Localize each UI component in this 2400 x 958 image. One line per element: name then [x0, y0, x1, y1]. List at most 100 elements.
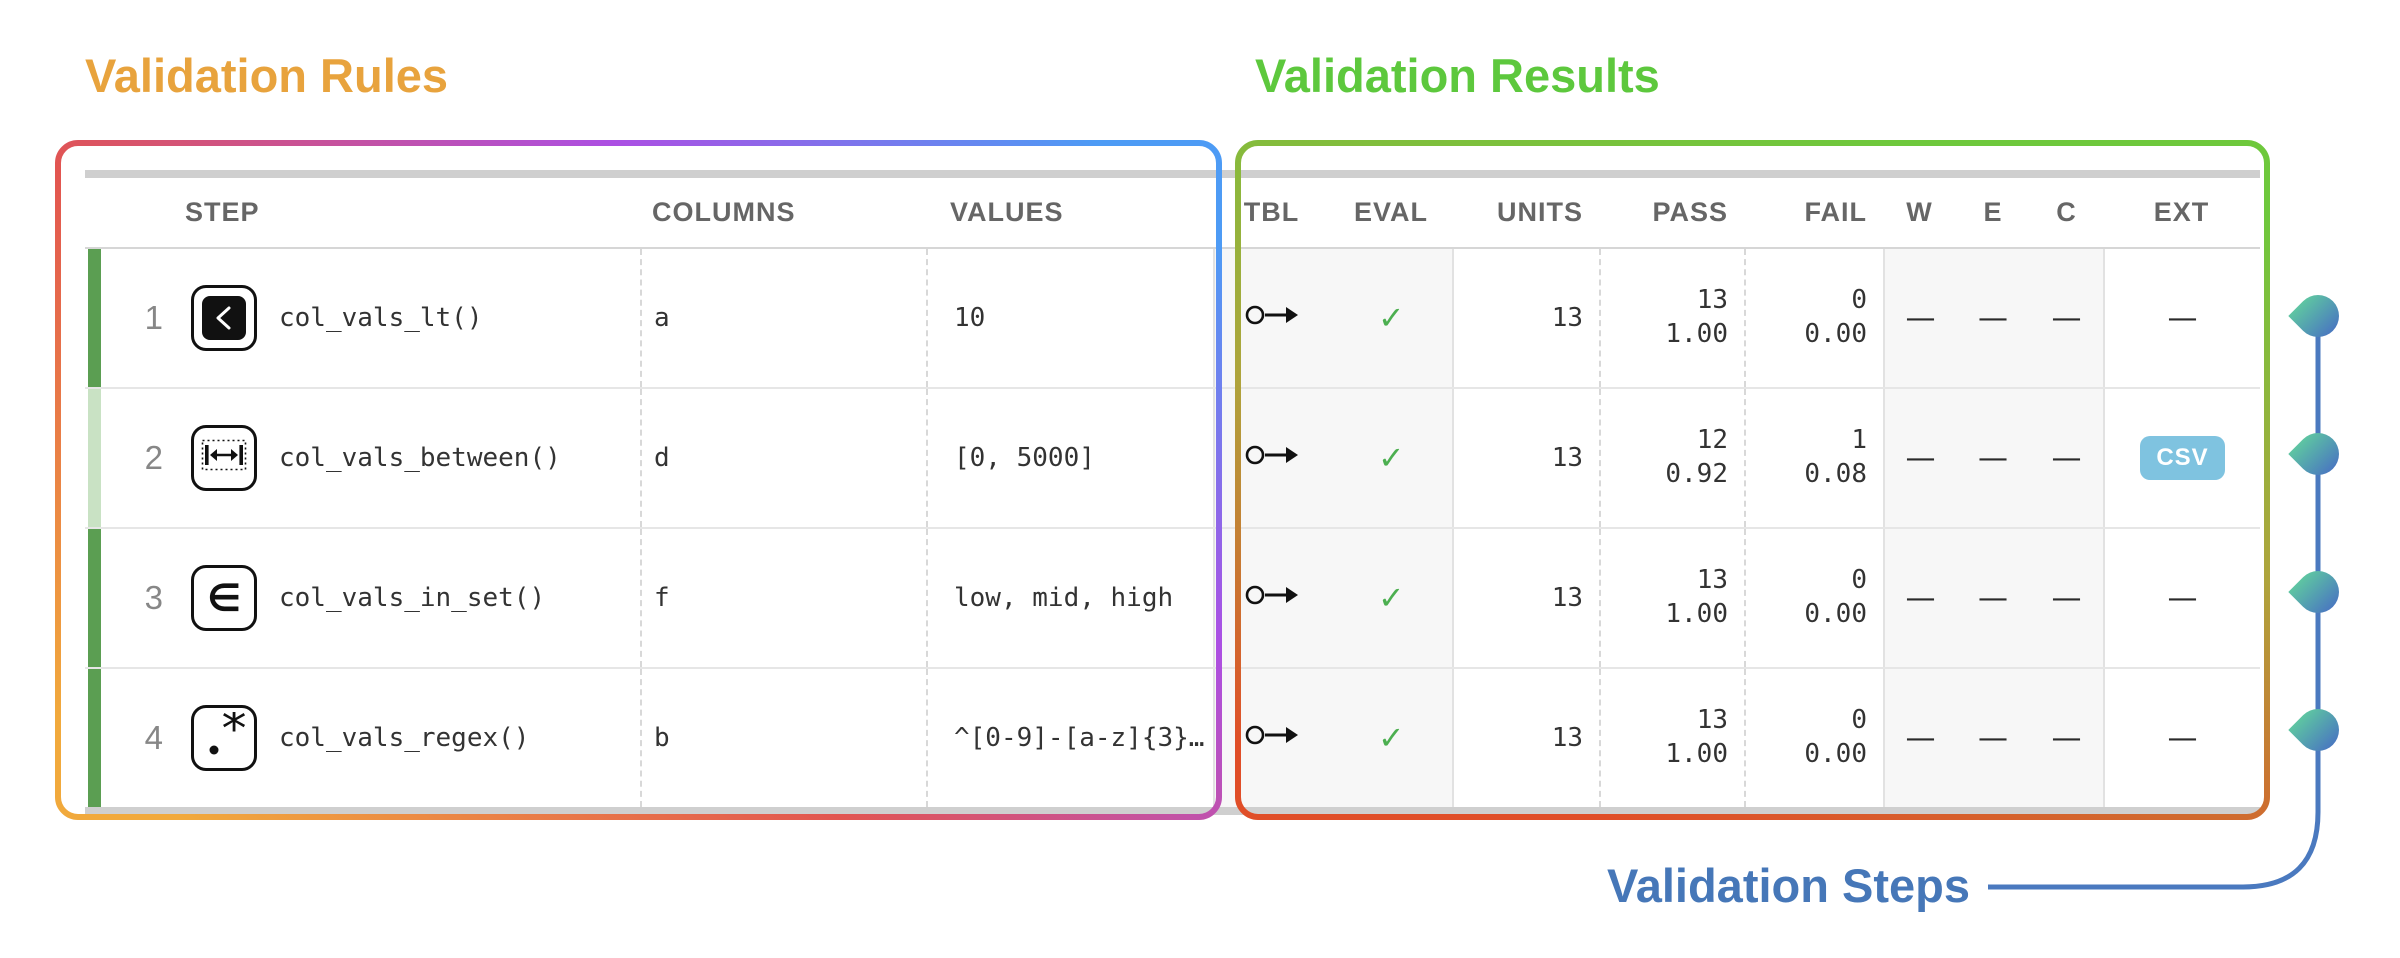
step-number: 1 [144, 299, 163, 336]
pass-cell: 13 1.00 [1599, 249, 1744, 387]
lt-icon [191, 285, 257, 351]
pass-count: 13 [1696, 705, 1728, 736]
fail-count: 0 [1851, 705, 1867, 736]
units-cell: 13 [1452, 389, 1599, 527]
validation-fn-label: col_vals_in_set() [279, 583, 546, 613]
header-ext: EXT [2153, 197, 2210, 227]
step-cell: 2 col_vals_between() [85, 389, 640, 527]
eval-cell: ✓ [1330, 389, 1452, 527]
header-values: VALUES [950, 197, 1064, 227]
critical-cell: — [2030, 389, 2103, 527]
step-status-strip [88, 249, 101, 387]
csv-download-button[interactable]: CSV [2140, 436, 2225, 480]
fail-count: 1 [1851, 425, 1867, 456]
na-dash: — [1905, 720, 1936, 756]
na-dash: — [2051, 440, 2082, 476]
header-units: UNITS [1497, 197, 1583, 227]
pass-cell: 12 0.92 [1599, 389, 1744, 527]
table-bottom-border [85, 807, 2260, 815]
step-gem-icon [2288, 433, 2339, 475]
step-cell: 3 ∈ col_vals_in_set() [85, 529, 640, 667]
na-dash: — [2051, 580, 2082, 616]
step-gem-icon [2288, 709, 2339, 751]
circle-arrow-icon [1245, 301, 1301, 336]
fail-count: 0 [1851, 565, 1867, 596]
check-icon: ✓ [1380, 297, 1402, 338]
check-icon: ✓ [1380, 577, 1402, 618]
rules-title: Validation Rules [85, 49, 449, 102]
columns-cell: a [640, 249, 926, 387]
between-icon [191, 425, 257, 491]
eval-cell: ✓ [1330, 669, 1452, 807]
fail-fraction: 0.00 [1804, 739, 1867, 769]
pass-count: 13 [1696, 565, 1728, 596]
pass-fraction: 1.00 [1665, 319, 1728, 349]
validation-step-row: 2 col_vals_between() d [0, 5000] ✓ 13 12 0.92 1 0… [85, 387, 2260, 527]
fail-cell: 0 0.00 [1744, 529, 1883, 667]
pass-count: 12 [1696, 425, 1728, 456]
fail-count: 0 [1851, 285, 1867, 316]
step-gem-icon [2288, 571, 2339, 613]
critical-cell: — [2030, 529, 2103, 667]
table-top-border [85, 170, 2260, 178]
steps-title: Validation Steps [1606, 859, 1970, 912]
warn-cell: — [1883, 669, 1956, 807]
columns-cell: b [640, 669, 926, 807]
table-body: 1 col_vals_lt() a 10 ✓ 13 13 1.00 0 0.00— — — —2 col_… [85, 249, 2260, 807]
values-cell: ^[0-9]-[a-z]{3}… [926, 669, 1213, 807]
step-cell: 1 col_vals_lt() [85, 249, 640, 387]
na-dash: — [1978, 720, 2008, 756]
na-dash: — [1905, 580, 1936, 616]
na-dash: — [2167, 300, 2198, 336]
header-eval: EVAL [1353, 197, 1428, 227]
values-cell: low, mid, high [926, 529, 1213, 667]
na-dash: — [2167, 580, 2198, 616]
step-gems [2288, 295, 2339, 751]
step-cell: 4 * col_vals_regex() [85, 669, 640, 807]
check-icon: ✓ [1380, 717, 1402, 758]
step-status-strip [88, 529, 101, 667]
tbl-cell [1213, 529, 1330, 667]
regex-icon: * [191, 700, 257, 771]
columns-cell: f [640, 529, 926, 667]
units-cell: 13 [1452, 529, 1599, 667]
na-dash: — [2167, 720, 2198, 756]
header-w: W [1906, 197, 1933, 227]
validation-step-row: 1 col_vals_lt() a 10 ✓ 13 13 1.00 0 0.00— — — — [85, 249, 2260, 387]
validation-step-row: 3 ∈ col_vals_in_set() f low, mid, high ✓ 13 13 1… [85, 527, 2260, 667]
step-number: 2 [144, 439, 163, 476]
header-fail: FAIL [1804, 197, 1867, 227]
tbl-cell [1213, 389, 1330, 527]
results-title: Validation Results [1255, 49, 1660, 102]
na-dash: — [1978, 440, 2008, 476]
fail-fraction: 0.08 [1804, 459, 1867, 489]
error-cell: — [1956, 529, 2030, 667]
step-number: 4 [144, 719, 163, 756]
na-dash: — [1905, 300, 1936, 336]
ext-cell: CSV [2103, 389, 2260, 527]
error-cell: — [1956, 249, 2030, 387]
error-cell: — [1956, 669, 2030, 807]
header-columns: COLUMNS [652, 197, 796, 227]
validation-fn-label: col_vals_lt() [279, 303, 483, 333]
check-icon: ✓ [1380, 437, 1402, 478]
ext-cell: — [2103, 249, 2260, 387]
tbl-cell [1213, 669, 1330, 807]
ext-cell: — [2103, 529, 2260, 667]
columns-cell: d [640, 389, 926, 527]
pass-cell: 13 1.00 [1599, 669, 1744, 807]
validation-report-table: STEP COLUMNS VALUES TBL EVAL UNITS PASS … [85, 170, 2260, 815]
validation-fn-label: col_vals_between() [279, 443, 561, 473]
units-cell: 13 [1452, 669, 1599, 807]
na-dash: — [1978, 580, 2008, 616]
svg-text:*: * [219, 712, 245, 758]
table-header-row: STEP COLUMNS VALUES TBL EVAL UNITS PASS … [85, 178, 2260, 249]
na-dash: — [1905, 440, 1936, 476]
warn-cell: — [1883, 249, 1956, 387]
step-number: 3 [144, 579, 163, 616]
in-set-icon: ∈ [191, 565, 257, 631]
values-cell: 10 [926, 249, 1213, 387]
circle-arrow-icon [1245, 441, 1301, 476]
warn-cell: — [1883, 389, 1956, 527]
